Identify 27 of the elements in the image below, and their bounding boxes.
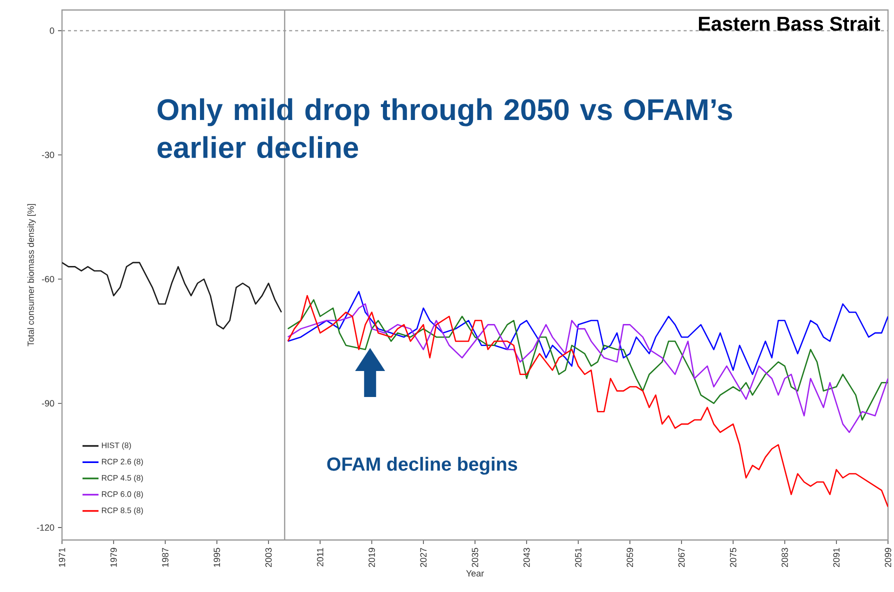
x-tick-label: 2075	[730, 548, 736, 567]
x-axis-title: Year	[466, 570, 484, 577]
annotation: OFAM decline begins	[327, 456, 518, 475]
x-tick-label: 2051	[575, 548, 582, 567]
x-tick-label: 1971	[58, 548, 66, 567]
annotation: Only mild drop through 2050 vs OFAM’s earlier decline	[158, 98, 732, 158]
x-tick-label: 1987	[162, 548, 168, 567]
x-tick-label: 2011	[316, 548, 324, 566]
x-tick-label: 2035	[472, 548, 478, 567]
x-tick-label: 2099	[884, 548, 892, 567]
x-tick-label: 2067	[678, 548, 685, 567]
x-tick-label: 2083	[782, 548, 788, 567]
x-tick-label: 1995	[214, 548, 220, 567]
y-tick-label: 0	[50, 28, 54, 34]
chart-title: Eastern Bass Strait	[698, 16, 880, 31]
x-tick-label: 2019	[368, 548, 375, 567]
x-tick-label: 2043	[523, 548, 530, 567]
y-tick-label: -90	[42, 400, 54, 407]
x-tick-label: 2003	[265, 548, 272, 567]
x-tick-label: 2027	[420, 548, 427, 567]
x-tick-label: 2059	[626, 548, 634, 567]
y-tick-label: -30	[42, 152, 54, 158]
y-axis-title: Total consumer biomass density [%]	[27, 204, 36, 346]
x-tick-label: 2091	[833, 548, 840, 567]
y-tick-label: -120	[36, 524, 54, 531]
y-tick-label: -60	[42, 276, 54, 282]
x-tick-label: 1979	[110, 548, 117, 567]
